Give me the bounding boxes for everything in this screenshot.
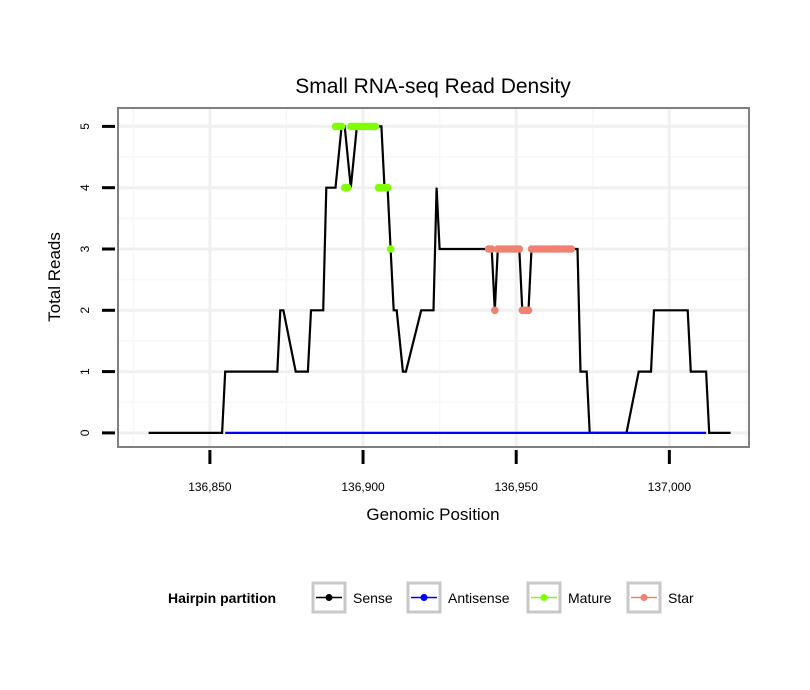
- data-point-star: [487, 245, 496, 253]
- legend-title: Hairpin partition: [168, 590, 276, 606]
- legend-label-sense: Sense: [353, 590, 393, 606]
- data-point-mature: [343, 183, 352, 192]
- y-axis: 0 1 2 3 4 5: [78, 123, 115, 436]
- x-tick-label: 136,900: [341, 480, 385, 494]
- legend-key-sense-point: [325, 594, 333, 601]
- plot-border: [117, 107, 750, 448]
- plot-panel: [117, 107, 750, 448]
- chart-title: Small RNA-seq Read Density: [295, 75, 571, 98]
- y-tick-label: 0: [78, 429, 92, 436]
- legend: Hairpin partition Sense Antisense Mature…: [168, 581, 694, 614]
- data-point-mature: [337, 122, 346, 131]
- y-tick-label: 4: [78, 184, 92, 191]
- legend-label-mature: Mature: [568, 590, 612, 606]
- y-axis-title: Total Reads: [45, 232, 64, 322]
- y-tick-label: 2: [78, 307, 92, 314]
- data-point-star: [515, 245, 524, 253]
- legend-label-star: Star: [668, 590, 694, 606]
- y-tick-label: 1: [78, 368, 92, 375]
- x-tick-label: 137,000: [648, 480, 692, 494]
- series-points-mature: [331, 122, 395, 253]
- series-line-sense: [148, 125, 731, 434]
- legend-label-antisense: Antisense: [448, 590, 510, 606]
- data-point-mature: [386, 245, 395, 253]
- y-tick-label: 3: [78, 245, 92, 252]
- legend-key-star-point: [640, 594, 648, 601]
- series-points-star: [484, 245, 576, 315]
- x-axis-title: Genomic Position: [366, 505, 499, 524]
- data-point-mature: [383, 183, 392, 192]
- series-layer: [148, 122, 731, 434]
- x-tick-label: 136,850: [188, 480, 232, 494]
- legend-key-mature-point: [540, 594, 548, 601]
- data-point-star: [491, 306, 499, 315]
- y-tick-label: 5: [78, 123, 92, 130]
- data-point-star: [524, 306, 533, 315]
- legend-key-antisense-point: [420, 594, 428, 601]
- x-tick-label: 136,950: [495, 480, 539, 494]
- data-point-mature: [371, 122, 380, 131]
- x-axis: 136,850 136,900 136,950 137,000: [188, 450, 691, 494]
- data-point-star: [567, 245, 576, 253]
